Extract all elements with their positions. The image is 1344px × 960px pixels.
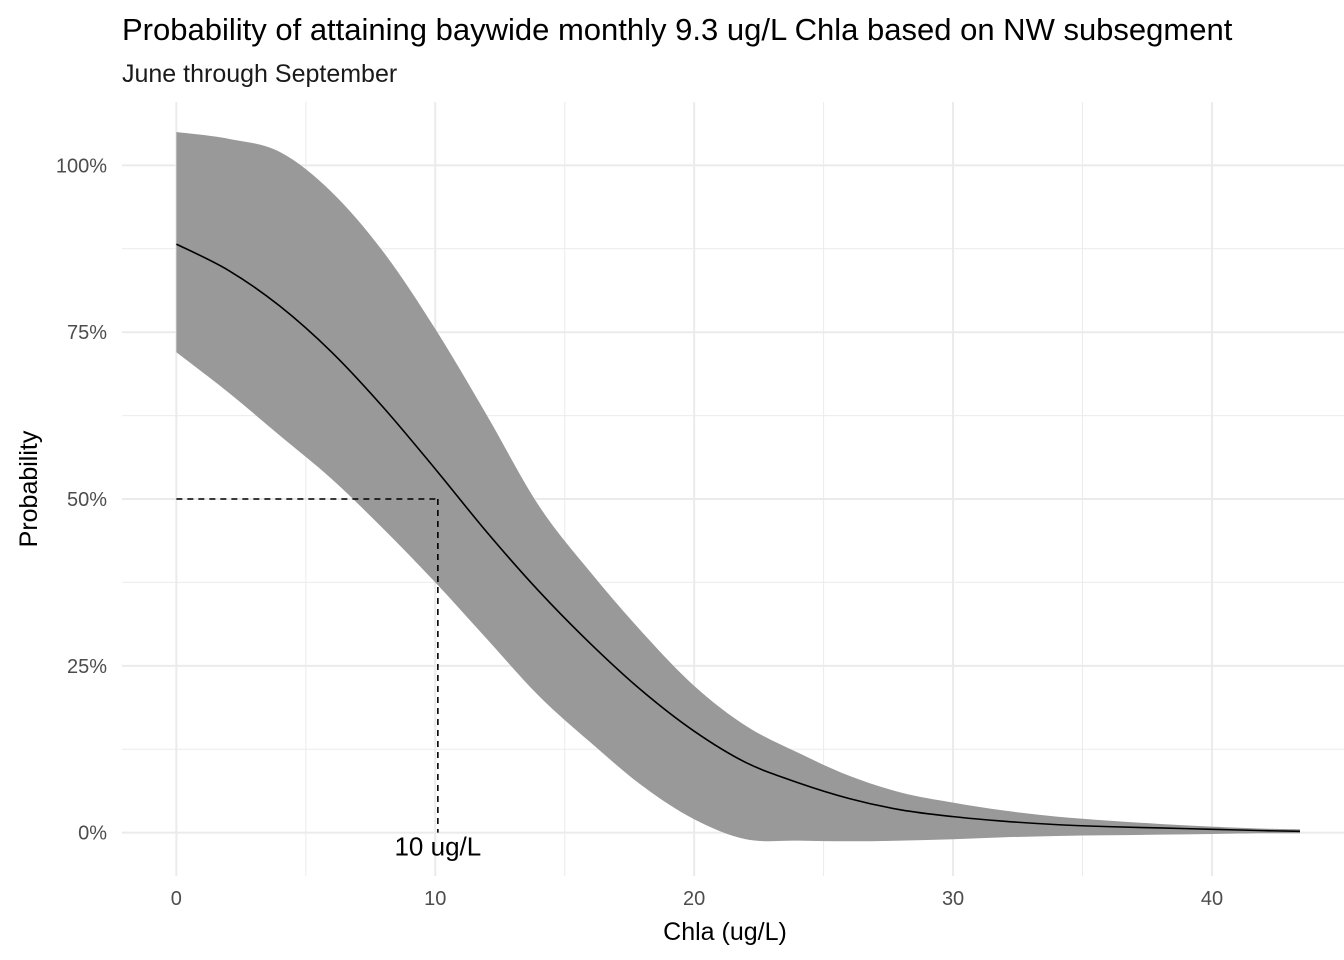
x-tick-label: 10	[424, 888, 446, 910]
confidence-band	[176, 132, 1300, 842]
y-tick-label: 100%	[56, 155, 107, 177]
y-axis-title: Probability	[15, 430, 43, 547]
y-tick-labels: 0% 25% 50% 75% 100%	[56, 155, 107, 844]
y-tick-label: 0%	[78, 823, 107, 845]
y-tick-label: 50%	[67, 489, 107, 511]
y-tick-label: 75%	[67, 322, 107, 344]
y-tick-label: 25%	[67, 656, 107, 678]
chart-subtitle: June through September	[122, 60, 398, 88]
x-tick-label: 20	[683, 888, 705, 910]
annotation-label: 10 ug/L	[394, 832, 481, 862]
x-tick-label: 0	[171, 888, 182, 910]
probability-curve	[176, 243, 1301, 833]
chart-title: Probability of attaining baywide monthly…	[122, 12, 1233, 47]
x-tick-label: 40	[1201, 888, 1223, 910]
x-tick-label: 30	[942, 888, 964, 910]
reference-dashed-line	[176, 498, 439, 833]
x-axis-title: Chla (ug/L)	[663, 918, 787, 946]
grid-lines	[122, 102, 1344, 876]
x-tick-labels: 0 10 20 30 40	[171, 888, 1223, 910]
